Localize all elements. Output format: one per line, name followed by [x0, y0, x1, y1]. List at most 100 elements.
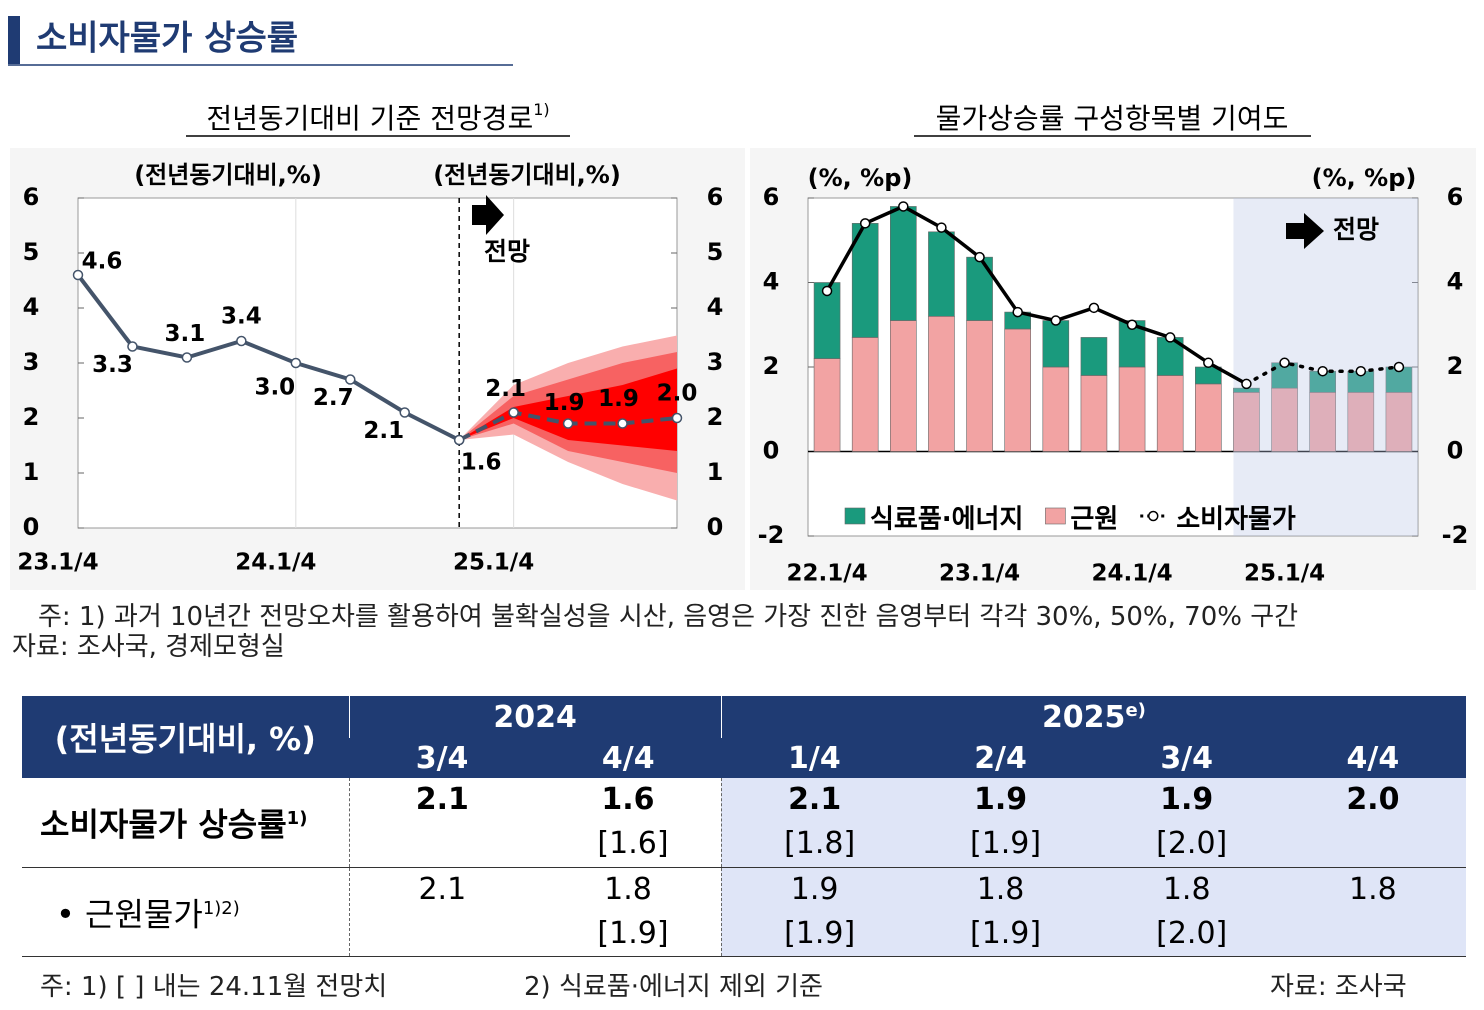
y-tick-label: 1	[23, 458, 40, 486]
point	[1203, 357, 1214, 369]
bar	[1195, 383, 1222, 452]
bar	[1309, 392, 1336, 452]
annotation: 전망	[484, 237, 530, 266]
point	[345, 374, 356, 385]
bar	[813, 358, 841, 452]
bar	[928, 231, 955, 317]
bar	[966, 256, 993, 321]
cell-previous: [1.8]	[784, 826, 856, 861]
cell-value: 2.1	[415, 782, 469, 817]
y2-tick-label: 4	[1447, 268, 1464, 296]
point	[1317, 365, 1328, 377]
y2-tick-label: 3	[707, 348, 724, 376]
bar	[1080, 375, 1108, 452]
point	[898, 201, 909, 212]
point	[617, 418, 628, 429]
cell: 2.0	[1279, 778, 1466, 867]
data-label: 3.4	[221, 304, 262, 330]
x-tick-label: 22.1/4	[786, 561, 867, 587]
y2-tick-label: 6	[1447, 183, 1464, 211]
bar	[1042, 366, 1070, 452]
point	[1012, 306, 1023, 318]
bar	[1080, 337, 1108, 376]
year-note: e)	[1125, 699, 1146, 721]
note: 자료: 조사국, 경제모형실	[12, 632, 285, 662]
point	[974, 251, 985, 263]
bar	[851, 223, 879, 338]
y-tick-label: 5	[23, 238, 40, 266]
cell-value: 1.9	[973, 782, 1028, 817]
point	[1088, 302, 1100, 314]
chart-title: 전년동기대비 기준 전망경로1)	[206, 100, 549, 136]
x-tick-label: 24.1/4	[1091, 561, 1172, 587]
cell-value: 1.8	[604, 871, 652, 907]
y2-tick-label: 2	[1447, 352, 1464, 380]
x-tick-label: 23.1/4	[17, 550, 98, 576]
cell: 1.6 [1.6]	[535, 778, 722, 867]
bar	[1385, 392, 1413, 452]
y-tick-label: 2	[763, 352, 780, 380]
cell: 1.9 [2.0]	[1093, 778, 1280, 867]
point	[181, 352, 193, 363]
chart-title-text: 전년동기대비 기준 전망경로	[206, 102, 533, 135]
point	[399, 407, 410, 418]
row-label-text: 소비자물가 상승률	[40, 806, 287, 845]
point	[290, 357, 302, 369]
x-tick-label: 23.1/4	[939, 561, 1020, 587]
cell: 2.1 [1.8]	[721, 778, 908, 867]
cell-value: 1.9	[790, 871, 839, 907]
cell-value: 1.8	[1349, 871, 1397, 907]
point	[72, 269, 84, 281]
point	[1393, 361, 1405, 373]
bar	[966, 320, 993, 452]
y-tick-label: 0	[763, 437, 780, 465]
data-label: 3.3	[92, 352, 133, 378]
bar	[1347, 392, 1375, 452]
y-tick-label: -2	[758, 521, 785, 549]
cell-value: 2.1	[418, 871, 467, 907]
axis-label: (전년동기대비,%)	[433, 161, 621, 189]
title-bar	[8, 16, 20, 64]
chart-title-note: 1)	[533, 100, 549, 119]
point	[1050, 315, 1062, 326]
cell-previous: [1.9]	[597, 915, 669, 951]
y2-tick-label: 4	[707, 293, 724, 321]
bar	[1233, 392, 1260, 452]
bar	[1118, 366, 1146, 452]
row-label-text: • 근원물가	[56, 895, 203, 934]
cell-value: 1.8	[976, 871, 1025, 907]
point	[821, 285, 833, 297]
y-tick-label: 3	[23, 348, 40, 376]
data-label: 2.0	[657, 381, 698, 407]
point	[508, 407, 519, 418]
cell: 1.9 [1.9]	[721, 867, 908, 956]
footnote: 2) 식료품·에너지 제외 기준	[524, 972, 823, 1002]
quarter: 1/4	[721, 738, 908, 778]
quarter: 4/4	[1279, 738, 1466, 778]
quarter: 3/4	[349, 738, 536, 778]
x-tick-label: 25.1/4	[453, 550, 534, 576]
cell-value: 1.9	[1160, 782, 1214, 817]
point	[859, 218, 871, 229]
y-tick-label: 4	[23, 293, 40, 321]
cell-value: 2.0	[1346, 782, 1400, 817]
axis-label: (%, %p)	[808, 164, 913, 192]
cell: 1.8 [1.9]	[535, 867, 722, 956]
bar	[1042, 320, 1070, 368]
table-row: • 근원물가1)2) 2.1 1.8 [1.9] 1.9 [1.9] 1.8 [1.9] 1.8…	[22, 867, 1466, 956]
data-label: 1.9	[598, 386, 639, 412]
bar	[928, 315, 955, 452]
legend-label: 근원	[1070, 505, 1118, 535]
cell: 1.8 [1.9]	[907, 867, 1094, 956]
axis-label: (전년동기대비,%)	[134, 161, 322, 189]
year: 2024	[348, 696, 722, 738]
data-label: 2.1	[363, 418, 404, 444]
point	[1279, 357, 1290, 369]
point	[1355, 365, 1367, 377]
bar	[890, 320, 917, 452]
arrow	[472, 195, 504, 235]
charts: 소비자물가 상승률 전년동기대비 기준 전망경로1) 물가상승률 구성항목별 기…	[8, 16, 1469, 587]
data-label: 4.6	[82, 249, 123, 275]
point	[236, 335, 247, 347]
